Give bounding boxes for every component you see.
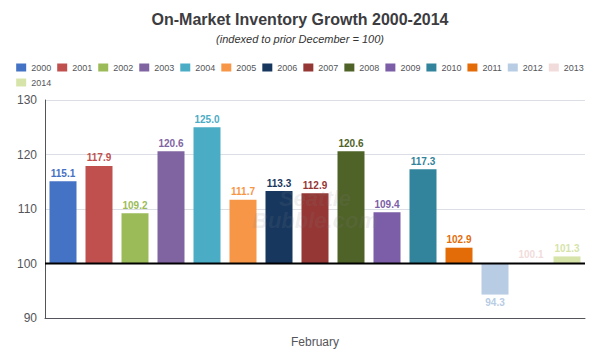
- svg-text:2009: 2009: [400, 63, 420, 73]
- svg-text:2014: 2014: [31, 78, 51, 88]
- svg-text:2004: 2004: [195, 63, 215, 73]
- svg-text:110: 110: [18, 202, 37, 216]
- svg-text:2000: 2000: [31, 63, 51, 73]
- svg-text:101.3: 101.3: [554, 243, 579, 254]
- svg-text:120.6: 120.6: [158, 138, 183, 149]
- svg-text:125.0: 125.0: [194, 114, 219, 125]
- svg-text:Seattle: Seattle: [278, 185, 352, 211]
- svg-text:2002: 2002: [113, 63, 133, 73]
- svg-text:120: 120: [17, 148, 37, 162]
- svg-text:2006: 2006: [277, 63, 297, 73]
- svg-text:102.9: 102.9: [446, 234, 471, 245]
- svg-text:2001: 2001: [72, 63, 92, 73]
- svg-text:100.1: 100.1: [518, 249, 543, 260]
- svg-text:2013: 2013: [564, 63, 584, 73]
- svg-text:2005: 2005: [236, 63, 256, 73]
- svg-text:115.1: 115.1: [51, 168, 76, 179]
- svg-text:(indexed to prior December = 1: (indexed to prior December = 100): [216, 33, 384, 45]
- svg-text:2011: 2011: [482, 63, 501, 73]
- svg-text:2008: 2008: [359, 63, 379, 73]
- svg-text:117.9: 117.9: [87, 152, 112, 163]
- svg-text:On-Market Inventory Growth 200: On-Market Inventory Growth 2000-2014: [152, 11, 449, 28]
- svg-text:2012: 2012: [523, 63, 543, 73]
- svg-text:113.3: 113.3: [266, 177, 292, 189]
- svg-text:117.3: 117.3: [411, 156, 436, 167]
- svg-text:100: 100: [17, 257, 37, 271]
- svg-text:February: February: [291, 335, 339, 349]
- svg-text:2007: 2007: [318, 63, 338, 73]
- svg-text:109.2: 109.2: [122, 200, 147, 211]
- svg-text:2003: 2003: [154, 63, 174, 73]
- svg-text:120.6: 120.6: [338, 138, 363, 149]
- svg-text:90: 90: [24, 311, 38, 325]
- svg-text:94.3: 94.3: [485, 297, 505, 308]
- svg-text:111.7: 111.7: [231, 186, 255, 197]
- svg-text:Bubble.com: Bubble.com: [252, 208, 378, 233]
- svg-text:130: 130: [17, 93, 37, 107]
- svg-text:109.4: 109.4: [374, 199, 399, 210]
- svg-text:2010: 2010: [441, 63, 461, 73]
